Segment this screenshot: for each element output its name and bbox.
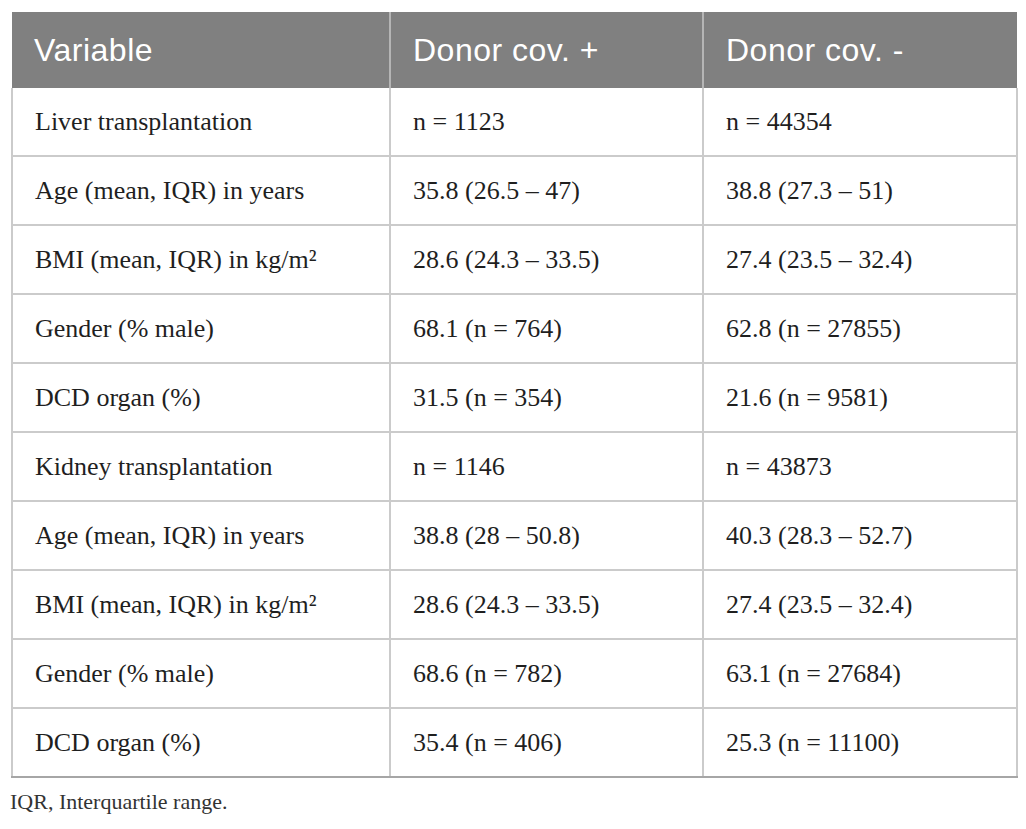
column-header-donor-cov-positive: Donor cov. + (390, 12, 703, 88)
cell-donor-cov-positive: 38.8 (28 – 50.8) (390, 501, 703, 570)
cell-donor-cov-negative: 40.3 (28.3 – 52.7) (703, 501, 1017, 570)
cell-donor-cov-negative: 63.1 (n = 27684) (703, 639, 1017, 708)
cell-variable: DCD organ (%) (12, 708, 390, 777)
cell-variable: DCD organ (%) (12, 363, 390, 432)
cell-variable: BMI (mean, IQR) in kg/m² (12, 225, 390, 294)
cell-donor-cov-negative: n = 43873 (703, 432, 1017, 501)
table-row-liver-transplantation: Liver transplantation n = 1123 n = 44354 (12, 88, 1017, 156)
patient-characteristics-table: Variable Donor cov. + Donor cov. - Liver… (11, 12, 1018, 778)
cell-donor-cov-negative: n = 44354 (703, 88, 1017, 156)
table-row-liver-bmi: BMI (mean, IQR) in kg/m² 28.6 (24.3 – 33… (12, 225, 1017, 294)
cell-donor-cov-positive: 28.6 (24.3 – 33.5) (390, 570, 703, 639)
cell-variable: Gender (% male) (12, 294, 390, 363)
patient-characteristics-table-container: Variable Donor cov. + Donor cov. - Liver… (11, 12, 1016, 778)
table-row-kidney-gender: Gender (% male) 68.6 (n = 782) 63.1 (n =… (12, 639, 1017, 708)
cell-donor-cov-negative: 27.4 (23.5 – 32.4) (703, 225, 1017, 294)
cell-donor-cov-positive: 28.6 (24.3 – 33.5) (390, 225, 703, 294)
cell-donor-cov-positive: 35.4 (n = 406) (390, 708, 703, 777)
table-row-kidney-dcd-organ: DCD organ (%) 35.4 (n = 406) 25.3 (n = 1… (12, 708, 1017, 777)
cell-variable: Liver transplantation (12, 88, 390, 156)
table-row-kidney-age: Age (mean, IQR) in years 38.8 (28 – 50.8… (12, 501, 1017, 570)
table-row-liver-age: Age (mean, IQR) in years 35.8 (26.5 – 47… (12, 156, 1017, 225)
cell-donor-cov-positive: n = 1146 (390, 432, 703, 501)
cell-variable: Age (mean, IQR) in years (12, 501, 390, 570)
table-footnote: IQR, Interquartile range. (10, 789, 227, 815)
table-row-liver-dcd-organ: DCD organ (%) 31.5 (n = 354) 21.6 (n = 9… (12, 363, 1017, 432)
table-row-kidney-bmi: BMI (mean, IQR) in kg/m² 28.6 (24.3 – 33… (12, 570, 1017, 639)
cell-variable: Kidney transplantation (12, 432, 390, 501)
cell-donor-cov-positive: n = 1123 (390, 88, 703, 156)
cell-donor-cov-positive: 68.6 (n = 782) (390, 639, 703, 708)
cell-donor-cov-negative: 38.8 (27.3 – 51) (703, 156, 1017, 225)
cell-donor-cov-negative: 21.6 (n = 9581) (703, 363, 1017, 432)
cell-variable: Gender (% male) (12, 639, 390, 708)
cell-donor-cov-negative: 27.4 (23.5 – 32.4) (703, 570, 1017, 639)
cell-donor-cov-positive: 31.5 (n = 354) (390, 363, 703, 432)
table-header: Variable Donor cov. + Donor cov. - (12, 12, 1017, 88)
table-row-liver-gender: Gender (% male) 68.1 (n = 764) 62.8 (n =… (12, 294, 1017, 363)
cell-variable: Age (mean, IQR) in years (12, 156, 390, 225)
cell-variable: BMI (mean, IQR) in kg/m² (12, 570, 390, 639)
column-header-donor-cov-negative: Donor cov. - (703, 12, 1017, 88)
table-row-kidney-transplantation: Kidney transplantation n = 1146 n = 4387… (12, 432, 1017, 501)
cell-donor-cov-positive: 35.8 (26.5 – 47) (390, 156, 703, 225)
cell-donor-cov-positive: 68.1 (n = 764) (390, 294, 703, 363)
cell-donor-cov-negative: 25.3 (n = 11100) (703, 708, 1017, 777)
column-header-variable: Variable (12, 12, 390, 88)
cell-donor-cov-negative: 62.8 (n = 27855) (703, 294, 1017, 363)
table-body: Liver transplantation n = 1123 n = 44354… (12, 88, 1017, 777)
table-header-row: Variable Donor cov. + Donor cov. - (12, 12, 1017, 88)
